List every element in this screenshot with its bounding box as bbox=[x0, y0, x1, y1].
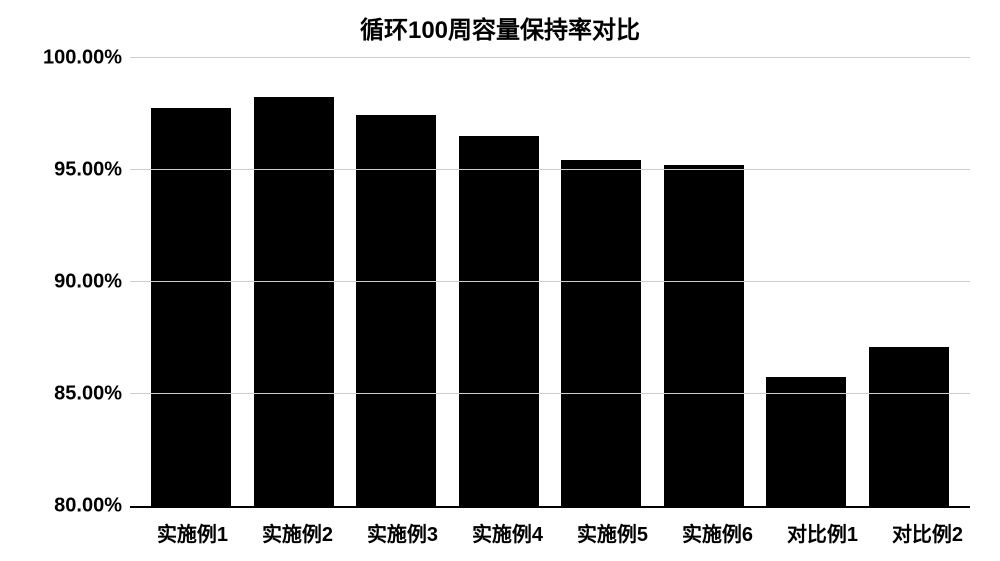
x-tick-label: 实施例4 bbox=[455, 518, 560, 547]
gridline bbox=[130, 393, 970, 394]
y-tick-label: 95.00% bbox=[54, 159, 122, 182]
gridline bbox=[130, 169, 970, 170]
x-tick-label: 实施例1 bbox=[140, 518, 245, 547]
bar-slot bbox=[755, 60, 858, 506]
y-tick-label: 90.00% bbox=[54, 271, 122, 294]
x-tick-label: 对比例1 bbox=[770, 518, 875, 547]
x-tick-label: 对比例2 bbox=[875, 518, 980, 547]
x-tick-label: 实施例3 bbox=[350, 518, 455, 547]
chart-frame: 循环100周容量保持率对比 80.00%85.00%90.00%95.00%10… bbox=[20, 10, 980, 550]
bar bbox=[766, 377, 846, 506]
bar bbox=[151, 108, 231, 506]
bar-slot bbox=[448, 60, 551, 506]
y-tick-label: 80.00% bbox=[54, 495, 122, 518]
bar-slot bbox=[858, 60, 961, 506]
y-tick-label: 100.00% bbox=[43, 47, 122, 70]
plot-area: 80.00%85.00%90.00%95.00%100.00% bbox=[130, 60, 970, 508]
bar bbox=[356, 115, 436, 506]
x-axis-labels: 实施例1实施例2实施例3实施例4实施例5实施例6对比例1对比例2 bbox=[130, 518, 990, 547]
gridline bbox=[130, 57, 970, 58]
bars-container bbox=[130, 60, 970, 506]
bar bbox=[664, 165, 744, 506]
bar bbox=[254, 97, 334, 506]
x-tick-label: 实施例5 bbox=[560, 518, 665, 547]
bar-slot bbox=[140, 60, 243, 506]
bar-slot bbox=[550, 60, 653, 506]
bar bbox=[459, 136, 539, 506]
plot-inner: 80.00%85.00%90.00%95.00%100.00% bbox=[130, 60, 970, 506]
bar-slot bbox=[653, 60, 756, 506]
bar-slot bbox=[243, 60, 346, 506]
chart-title: 循环100周容量保持率对比 bbox=[20, 10, 980, 45]
gridline bbox=[130, 281, 970, 282]
x-tick-label: 实施例2 bbox=[245, 518, 350, 547]
bar bbox=[869, 347, 949, 506]
x-tick-label: 实施例6 bbox=[665, 518, 770, 547]
y-tick-label: 85.00% bbox=[54, 383, 122, 406]
bar-slot bbox=[345, 60, 448, 506]
bar bbox=[561, 160, 641, 506]
